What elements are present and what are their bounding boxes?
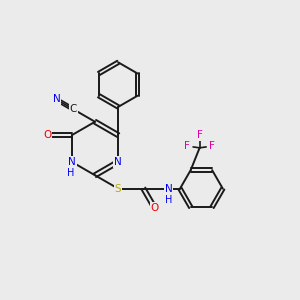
Text: N: N [52, 94, 60, 104]
Text: S: S [115, 184, 122, 194]
Text: O: O [151, 203, 159, 213]
Text: N: N [114, 157, 122, 167]
Text: O: O [44, 130, 52, 140]
Text: N: N [68, 157, 76, 167]
Text: H: H [165, 195, 172, 205]
Text: C: C [69, 104, 77, 114]
Text: F: F [209, 141, 215, 151]
Text: H: H [67, 168, 74, 178]
Text: N: N [165, 184, 172, 194]
Text: F: F [197, 130, 203, 140]
Text: F: F [184, 141, 190, 151]
